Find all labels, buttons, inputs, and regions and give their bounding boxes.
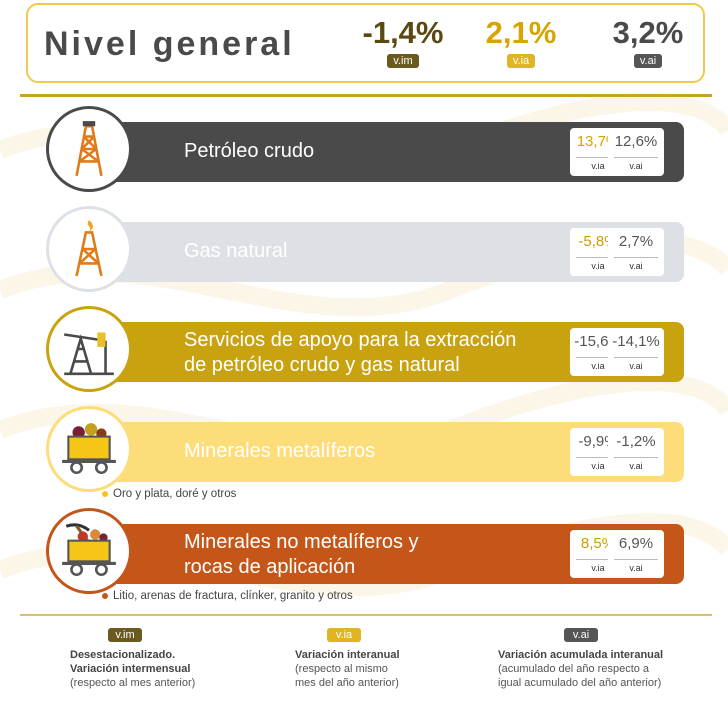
via-value: 8,5% [580,535,616,552]
vai-value: -1,2% [616,433,656,450]
legend-line2: (acumulado del año respecto a [498,663,650,675]
vai-box: 6,9% v.ai [608,530,664,578]
via-tag: v.ia [576,457,620,472]
vai-tag: v.ai [614,559,658,574]
vai-value: -14,1% [612,333,660,350]
vai-tag: v.ai [614,257,658,272]
metric-vim-tag: v.im [387,54,419,68]
legend-vim: v.im Desestacionalizado. Variación inter… [70,628,195,690]
metric-vai-tag: v.ai [633,54,663,68]
row-bar: Servicios de apoyo para la extracción de… [86,322,684,382]
via-value: -5,8% [578,233,618,250]
via-tag: v.ia [576,257,620,272]
row-minerales-no-metaliferos: Minerales no metalíferos y rocas de apli… [46,508,684,594]
legend-tag: v.im [108,628,142,642]
note-text: Oro y plata, doré y otros [113,488,237,500]
row-bar: Gas natural -5,8% v.ia 2,7% v.ai [86,222,684,282]
legend-line1: Variación acumulada interanual [498,649,664,661]
legend-line3: igual acumulado del año anterior) [498,677,662,689]
legend-line3: (respecto al mes anterior) [70,677,196,689]
legend-line1: Variación interanual [295,649,400,661]
legend-vai: v.ai Variación acumulada interanual (acu… [498,628,663,690]
metric-vim: -1,4% v.im [353,15,453,69]
row-note-no-metaliferos: Litio, arenas de fractura, clínker, gran… [102,590,353,602]
summary-header: Nivel general -1,4% v.im 2,1% v.ia 3,2% … [26,3,705,83]
vai-box: -1,2% v.ai [608,428,664,476]
vai-box: -14,1% v.ai [608,328,664,376]
row-gas-natural: Gas natural -5,8% v.ia 2,7% v.ai [46,206,684,292]
vai-box: 12,6% v.ai [608,128,664,176]
note-text: Litio, arenas de fractura, clínker, gran… [113,590,353,602]
oil-derrick-icon [46,106,132,192]
metric-via-tag: v.ia [506,54,536,68]
row-petroleo-crudo: Petróleo crudo 13,7% v.ia 12,6% v.ai [46,106,684,192]
legend-tag: v.ia [327,628,361,642]
via-tag: v.ia [576,559,620,574]
vai-box: 2,7% v.ai [608,228,664,276]
gas-flare-tower-icon [46,206,132,292]
row-label-line2: de petróleo crudo y gas natural [184,354,460,376]
via-tag: v.ia [576,157,620,172]
metric-vai: 3,2% v.ai [598,15,698,69]
legend-divider [20,614,712,616]
vai-tag: v.ai [614,457,658,472]
row-label: Servicios de apoyo para la extracción [184,329,517,351]
row-bar: Minerales no metalíferos y rocas de apli… [86,524,684,584]
bullet-dot [102,592,108,599]
row-label: Minerales metalíferos [184,440,376,462]
metric-vim-value: -1,4% [362,15,444,50]
vai-tag: v.ai [614,357,658,372]
row-label-line2: rocas de aplicación [184,556,356,578]
bullet-dot [102,490,108,497]
legend-line2: (respecto al mismo [295,663,388,675]
row-bar: Minerales metalíferos -9,9% v.ia -1,2% v… [86,422,684,482]
metric-via: 2,1% v.ia [471,15,571,69]
row-label: Gas natural [184,240,288,262]
vai-value: 2,7% [618,233,654,250]
via-value: -9,9% [578,433,618,450]
header-title: Nivel general [44,25,295,63]
row-label: Minerales no metalíferos y [184,531,419,553]
legend-via: v.ia Variación interanual (respecto al m… [295,628,400,690]
mine-cart-pickaxe-icon [46,508,132,594]
pumpjack-icon [46,306,132,392]
vai-value: 12,6% [614,133,658,150]
via-tag: v.ia [576,357,620,372]
row-note-metaliferos: Oro y plata, doré y otros [102,488,236,500]
vai-tag: v.ai [614,157,658,172]
legend-line2: Variación intermensual [70,663,191,675]
vai-value: 6,9% [618,535,654,552]
metric-vai-value: 3,2% [612,15,684,50]
row-label: Petróleo crudo [184,140,315,162]
mine-cart-icon [46,406,132,492]
header-divider [20,94,712,97]
row-servicios-apoyo: Servicios de apoyo para la extracción de… [46,306,684,392]
metric-via-value: 2,1% [485,15,557,50]
legend-line3: mes del año anterior) [295,677,399,689]
row-bar: Petróleo crudo 13,7% v.ia 12,6% v.ai [86,122,684,182]
legend-tag: v.ai [564,628,598,642]
row-minerales-metaliferos: Minerales metalíferos -9,9% v.ia -1,2% v… [46,406,684,492]
legend-line1: Desestacionalizado. [70,649,176,661]
